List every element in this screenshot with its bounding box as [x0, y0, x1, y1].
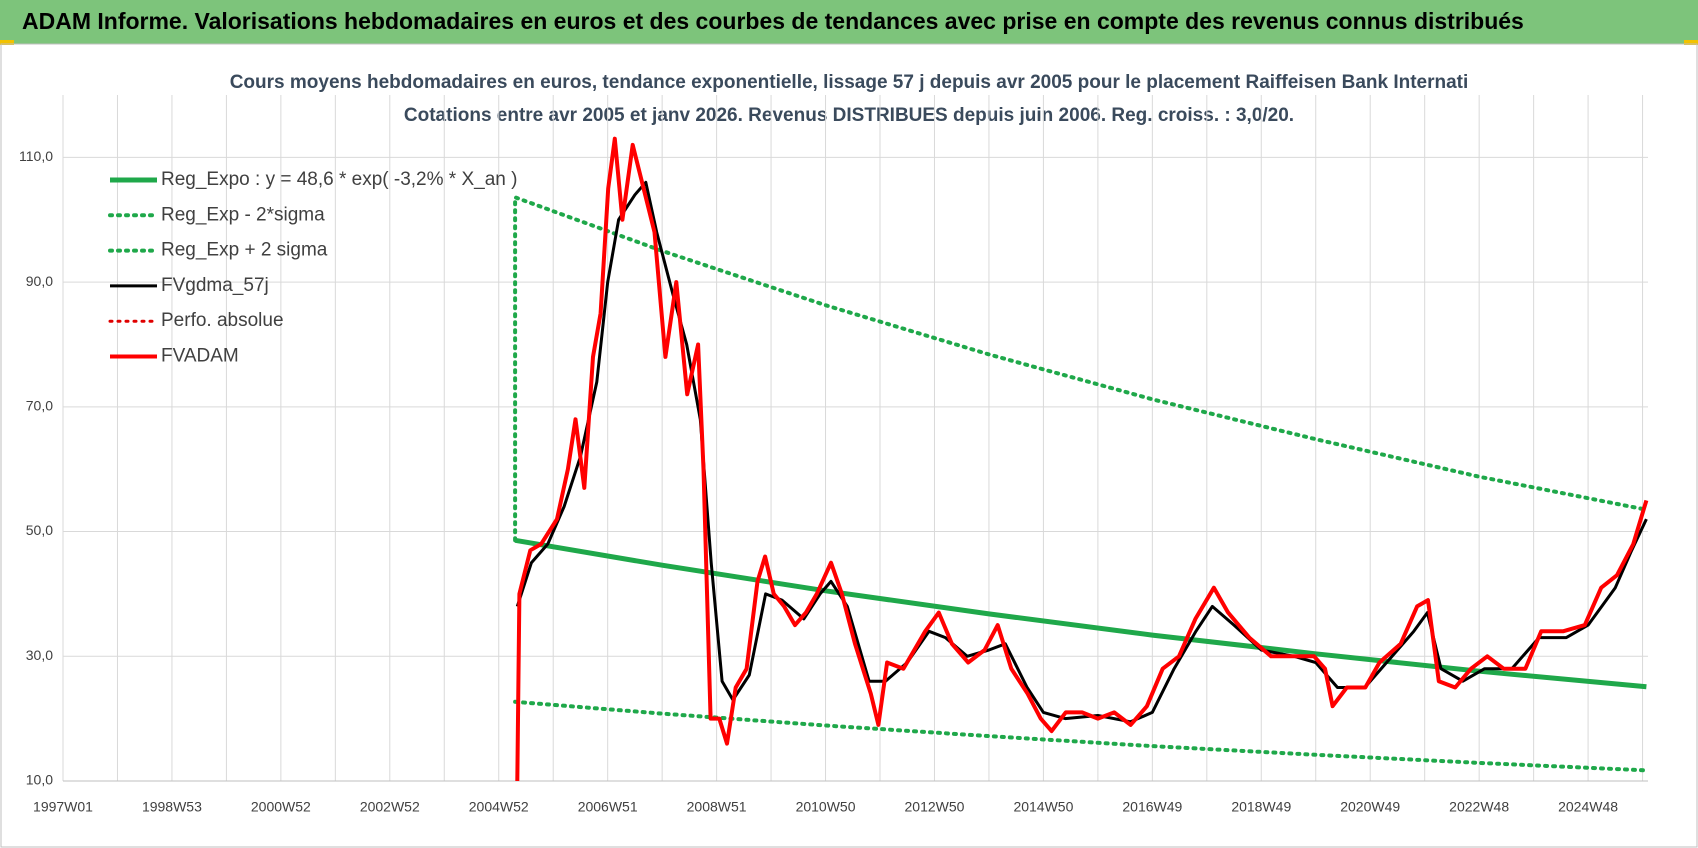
x-tick-label: 2024W48 — [1558, 799, 1618, 815]
x-tick-label: 1997W01 — [33, 799, 93, 815]
x-tick-label: 2010W50 — [796, 799, 856, 815]
legend-label: Reg_Expo : y = 48,6 * exp( -3,2% * X_an … — [161, 169, 517, 190]
corner-mark — [1684, 40, 1698, 45]
x-tick-label: 2006W51 — [578, 799, 638, 815]
legend-label: FVgdma_57j — [161, 275, 269, 296]
x-tick-label: 2008W51 — [687, 799, 747, 815]
x-tick-label: 2012W50 — [905, 799, 965, 815]
header-title: ADAM Informe. Valorisations hebdomadaire… — [22, 8, 1524, 34]
x-tick-label: 1998W53 — [142, 799, 202, 815]
chart-subtitle: Cotations entre avr 2005 et janv 2026. R… — [404, 105, 1294, 126]
y-tick-label: 90,0 — [26, 273, 53, 289]
x-tick-label: 2004W52 — [469, 799, 529, 815]
header-bar — [0, 0, 1698, 44]
legend-label: Reg_Exp - 2*sigma — [161, 204, 325, 225]
x-tick-label: 2014W50 — [1013, 799, 1073, 815]
x-tick-label: 2000W52 — [251, 799, 311, 815]
y-tick-label: 70,0 — [26, 398, 53, 414]
series-line — [515, 136, 1649, 782]
series-line — [513, 699, 1649, 773]
x-tick-label: 2002W52 — [360, 799, 420, 815]
legend-label: FVADAM — [161, 346, 239, 367]
chart-frame — [0, 43, 1698, 848]
legend-label: Reg_Exp + 2 sigma — [161, 240, 328, 261]
x-tick-label: 2018W49 — [1231, 799, 1291, 815]
series-line — [514, 537, 1647, 690]
y-tick-label: 30,0 — [26, 647, 53, 663]
x-tick-label: 2020W49 — [1340, 799, 1400, 815]
x-tick-label: 2022W48 — [1449, 799, 1509, 815]
y-tick-label: 110,0 — [19, 148, 53, 164]
chart-title: Cours moyens hebdomadaires en euros, ten… — [230, 72, 1469, 93]
y-tick-label: 50,0 — [26, 522, 53, 538]
corner-mark — [0, 40, 14, 45]
legend-label: Perfo. absolue — [161, 310, 284, 331]
series-line — [513, 195, 1649, 543]
y-tick-label: 10,0 — [26, 772, 53, 788]
series-line — [515, 180, 1648, 724]
x-tick-label: 2016W49 — [1122, 799, 1182, 815]
